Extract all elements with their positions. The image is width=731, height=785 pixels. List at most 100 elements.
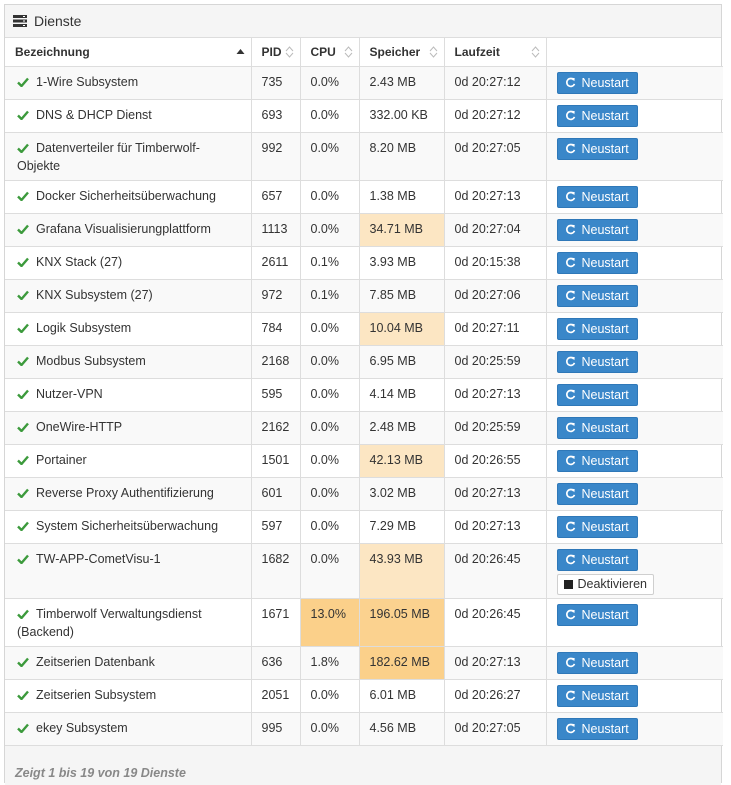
col-header-pid[interactable]: PID xyxy=(251,38,301,67)
table-row: Portainer 1501 0.0% 42.13 MB 0d 20:26:55 Neus… xyxy=(5,444,723,478)
uptime-cell: 0d 20:27:04 xyxy=(444,213,547,247)
service-name-cell: Grafana Visualisierungplattform xyxy=(5,213,252,247)
actions-cell: Neustart Deaktivieren xyxy=(546,543,723,599)
uptime-cell: 0d 20:27:13 xyxy=(444,510,547,544)
service-name: System Sicherheitsüberwachung xyxy=(36,518,219,533)
actions-cell: Neustart xyxy=(546,510,723,544)
col-header-laufzeit[interactable]: Laufzeit xyxy=(444,38,547,67)
service-name: Grafana Visualisierungplattform xyxy=(36,221,211,236)
restart-button[interactable]: Neustart xyxy=(556,185,638,208)
restart-button[interactable]: Neustart xyxy=(556,449,638,472)
cpu-cell: 0.0% xyxy=(300,477,360,511)
service-name: Logik Subsystem xyxy=(36,320,132,335)
uptime-cell: 0d 20:27:13 xyxy=(444,646,547,680)
actions-cell: Neustart xyxy=(546,180,723,214)
service-name: Timberwolf Verwaltungsdienst (Backend) xyxy=(17,606,202,639)
pid-cell: 657 xyxy=(251,180,301,214)
refresh-icon xyxy=(565,455,575,466)
memory-cell: 182.62 MB xyxy=(359,646,445,680)
restart-button[interactable]: Neustart xyxy=(556,317,638,340)
uptime-cell: 0d 20:27:12 xyxy=(444,66,547,100)
restart-button[interactable]: Neustart xyxy=(556,71,638,94)
cpu-cell: 13.0% xyxy=(300,598,360,647)
check-icon xyxy=(17,657,29,667)
cpu-cell: 0.0% xyxy=(300,66,360,100)
service-name-cell: Datenverteiler für Timberwolf-Objekte xyxy=(5,132,252,181)
uptime-cell: 0d 20:27:05 xyxy=(444,132,547,181)
memory-cell: 6.95 MB xyxy=(359,345,445,379)
actions-cell: Neustart xyxy=(546,598,723,647)
check-icon xyxy=(17,609,29,619)
uptime-cell: 0d 20:27:05 xyxy=(444,712,547,746)
table-row: Logik Subsystem 784 0.0% 10.04 MB 0d 20:27:1… xyxy=(5,312,723,346)
uptime-cell: 0d 20:26:27 xyxy=(444,679,547,713)
refresh-icon xyxy=(565,609,575,620)
restart-button[interactable]: Neustart xyxy=(556,416,638,439)
service-name: OneWire-HTTP xyxy=(36,419,123,434)
refresh-icon xyxy=(565,77,575,88)
actions-cell: Neustart xyxy=(546,477,723,511)
cpu-cell: 0.0% xyxy=(300,312,360,346)
refresh-icon xyxy=(565,323,575,334)
restart-button[interactable]: Neustart xyxy=(556,104,638,127)
pid-cell: 636 xyxy=(251,646,301,680)
restart-button[interactable]: Neustart xyxy=(556,515,638,538)
memory-cell: 7.29 MB xyxy=(359,510,445,544)
table-row: Reverse Proxy Authentifizierung 601 0.0% 3.… xyxy=(5,477,723,511)
restart-button[interactable]: Neustart xyxy=(556,684,638,707)
service-name-cell: Zeitserien Datenbank xyxy=(5,646,252,680)
service-name: Datenverteiler für Timberwolf-Objekte xyxy=(17,140,200,173)
check-icon xyxy=(17,110,29,120)
service-name: Reverse Proxy Authentifizierung xyxy=(36,485,214,500)
restart-button[interactable]: Neustart xyxy=(556,383,638,406)
pid-cell: 995 xyxy=(251,712,301,746)
restart-button[interactable]: Neustart xyxy=(556,548,638,571)
refresh-icon xyxy=(565,488,575,499)
actions-cell: Neustart xyxy=(546,246,723,280)
deactivate-button[interactable]: Deaktivieren xyxy=(556,573,654,595)
service-name-cell: 1-Wire Subsystem xyxy=(5,66,252,100)
col-header-speicher[interactable]: Speicher xyxy=(359,38,445,67)
restart-button[interactable]: Neustart xyxy=(556,218,638,241)
restart-button[interactable]: Neustart xyxy=(556,284,638,307)
pid-cell: 972 xyxy=(251,279,301,313)
service-name-cell: Timberwolf Verwaltungsdienst (Backend) xyxy=(5,598,252,647)
uptime-cell: 0d 20:26:45 xyxy=(444,543,547,599)
refresh-icon xyxy=(565,389,575,400)
col-header-cpu[interactable]: CPU xyxy=(300,38,360,67)
restart-button[interactable]: Neustart xyxy=(556,603,638,626)
col-header-bezeichnung[interactable]: Bezeichnung xyxy=(5,38,252,67)
cpu-cell: 0.1% xyxy=(300,246,360,280)
check-icon xyxy=(17,143,29,153)
service-name: KNX Stack (27) xyxy=(36,254,123,269)
pid-cell: 1671 xyxy=(251,598,301,647)
uptime-cell: 0d 20:27:06 xyxy=(444,279,547,313)
restart-button[interactable]: Neustart xyxy=(556,482,638,505)
check-icon xyxy=(17,224,29,234)
actions-cell: Neustart xyxy=(546,132,723,181)
refresh-icon xyxy=(565,690,575,701)
table-row: Zeitserien Datenbank 636 1.8% 182.62 MB 0d 2… xyxy=(5,646,723,680)
service-name: Nutzer-VPN xyxy=(36,386,103,401)
restart-button[interactable]: Neustart xyxy=(556,137,638,160)
cpu-cell: 0.0% xyxy=(300,411,360,445)
memory-cell: 2.48 MB xyxy=(359,411,445,445)
check-icon xyxy=(17,356,29,366)
service-name-cell: Docker Sicherheitsüberwachung xyxy=(5,180,252,214)
table-row: KNX Stack (27) 2611 0.1% 3.93 MB 0d 20:15:38… xyxy=(5,246,723,280)
cpu-cell: 0.0% xyxy=(300,510,360,544)
pid-cell: 693 xyxy=(251,99,301,133)
uptime-cell: 0d 20:26:55 xyxy=(444,444,547,478)
actions-cell: Neustart xyxy=(546,679,723,713)
restart-button[interactable]: Neustart xyxy=(556,251,638,274)
restart-button[interactable]: Neustart xyxy=(556,350,638,373)
restart-button[interactable]: Neustart xyxy=(556,717,638,740)
pid-cell: 1682 xyxy=(251,543,301,599)
restart-button[interactable]: Neustart xyxy=(556,651,638,674)
pid-cell: 2162 xyxy=(251,411,301,445)
refresh-icon xyxy=(565,224,575,235)
table-footer-info: Zeigt 1 bis 19 von 19 Dienste xyxy=(5,745,721,785)
cpu-cell: 0.0% xyxy=(300,378,360,412)
sort-both-icon xyxy=(429,46,437,58)
refresh-icon xyxy=(565,110,575,121)
